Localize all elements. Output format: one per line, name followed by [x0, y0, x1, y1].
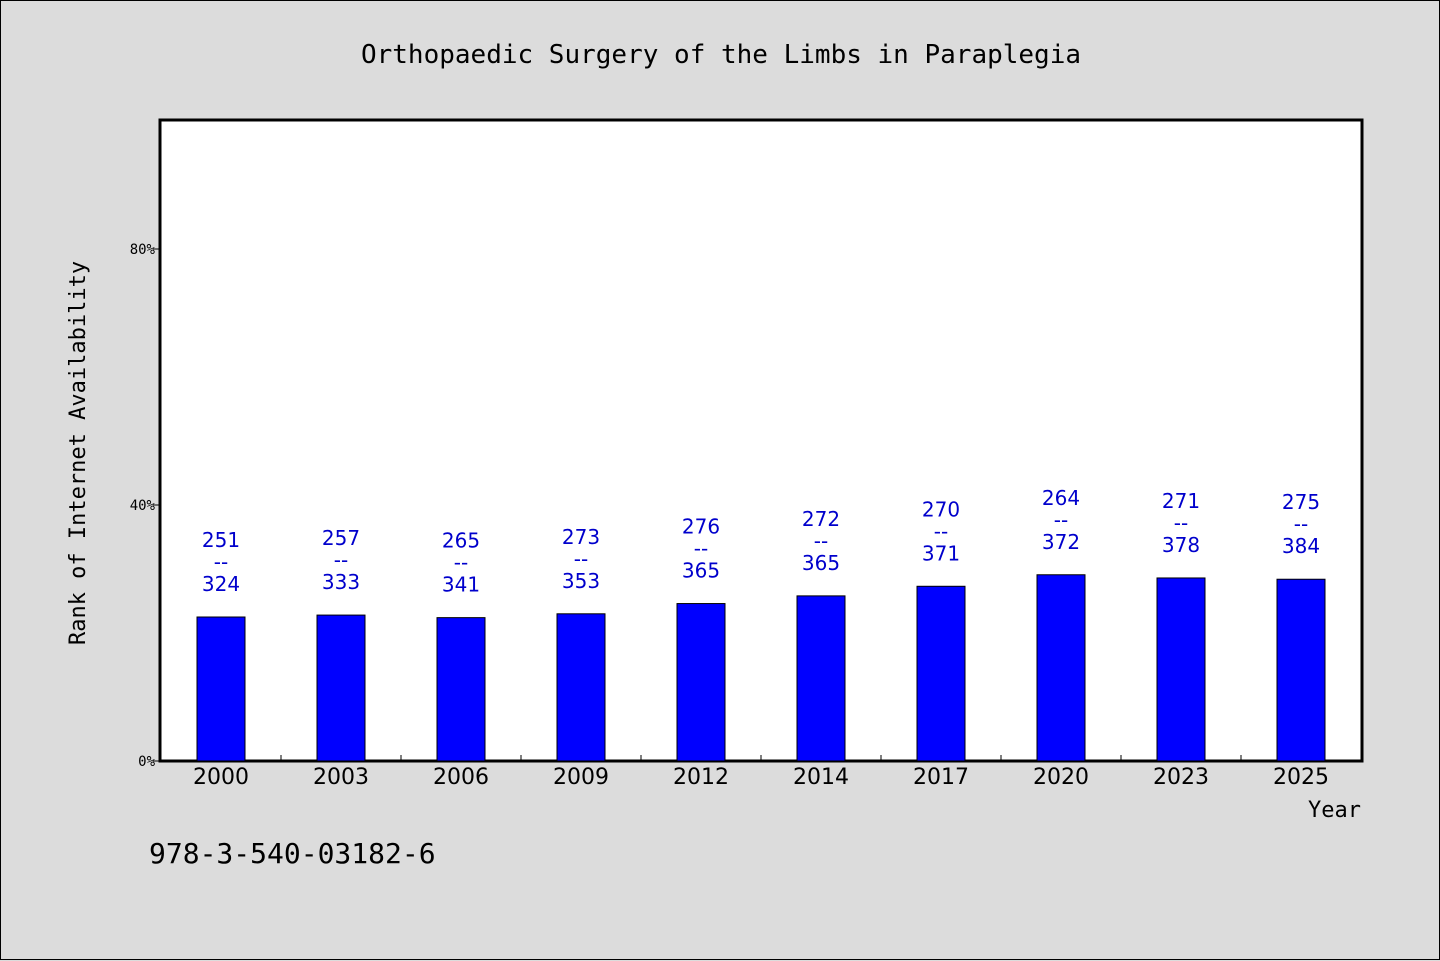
data-label-2009-0: 273 [562, 525, 600, 549]
data-label-2003-1: -- [334, 548, 348, 572]
bar-2009 [556, 613, 606, 762]
bar-2003 [316, 614, 366, 762]
data-label-2017-0: 270 [922, 497, 960, 521]
data-label-2014-1: -- [814, 529, 828, 553]
data-label-2017-2: 371 [922, 541, 960, 565]
y-tick-label-40: 40% [130, 498, 156, 514]
data-label-2023-2: 378 [1162, 533, 1200, 557]
data-label-2000-1: -- [214, 550, 228, 574]
data-label-2014-2: 365 [802, 551, 840, 575]
x-tick-label-2023: 2023 [1153, 765, 1209, 790]
data-label-2003-0: 257 [322, 526, 360, 550]
x-tick-label-2012: 2012 [673, 765, 729, 790]
data-label-2012-0: 276 [682, 515, 720, 539]
data-label-2023-1: -- [1174, 511, 1188, 535]
bar-2012 [676, 603, 726, 762]
data-label-2020-2: 372 [1042, 530, 1080, 554]
x-tick-label-2003: 2003 [313, 765, 369, 790]
data-label-2006-2: 341 [442, 573, 480, 597]
x-tick-label-2025: 2025 [1273, 765, 1329, 790]
isbn-text: 978-3-540-03182-6 [149, 837, 436, 870]
data-label-2023-0: 271 [1162, 489, 1200, 513]
bar-2006 [436, 617, 486, 762]
x-tick-label-2020: 2020 [1033, 765, 1089, 790]
data-label-2017-1: -- [934, 519, 948, 543]
data-label-2025-0: 275 [1282, 490, 1320, 514]
data-label-2000-0: 251 [202, 528, 240, 552]
y-axis: 0% 40% 80% [130, 242, 161, 770]
bar-2023 [1156, 577, 1206, 762]
x-tick-label-2017: 2017 [913, 765, 969, 790]
x-tick-label-2014: 2014 [793, 765, 849, 790]
x-tick-label-2009: 2009 [553, 765, 609, 790]
data-label-2009-2: 353 [562, 569, 600, 593]
data-label-2006-0: 265 [442, 529, 480, 553]
data-label-2025-1: -- [1294, 512, 1308, 536]
data-label-2012-1: -- [694, 537, 708, 561]
data-label-2020-1: -- [1054, 508, 1068, 532]
data-label-2025-2: 384 [1282, 534, 1320, 558]
data-label-2014-0: 272 [802, 507, 840, 531]
bar-2025 [1276, 578, 1326, 762]
data-label-2012-2: 365 [682, 559, 720, 583]
x-tick-label-2000: 2000 [193, 765, 249, 790]
chart-title: Orthopaedic Surgery of the Limbs in Para… [361, 40, 1081, 70]
data-label-2000-2: 324 [202, 572, 240, 596]
data-label-2006-1: -- [454, 551, 468, 575]
data-label-2020-0: 264 [1042, 486, 1080, 510]
y-axis-label: Rank of Internet Availability [66, 261, 91, 645]
data-label-2009-1: -- [574, 547, 588, 571]
y-tick-label-0: 0% [138, 754, 155, 770]
bar-2020 [1036, 574, 1086, 762]
bar-group [196, 574, 1326, 762]
data-label-group: 251--324257--333265--341273--353276--365… [202, 486, 1320, 597]
x-axis: 2000 2003 2006 2009 2012 2014 2017 2020 2023 2025 [193, 755, 1329, 790]
bar-2000 [196, 616, 246, 762]
data-label-2003-2: 333 [322, 570, 360, 594]
bar-2017 [916, 585, 966, 762]
x-axis-label: Year [1308, 798, 1361, 823]
x-tick-label-2006: 2006 [433, 765, 489, 790]
y-tick-label-80: 80% [130, 242, 156, 258]
bar-2014 [796, 595, 846, 762]
